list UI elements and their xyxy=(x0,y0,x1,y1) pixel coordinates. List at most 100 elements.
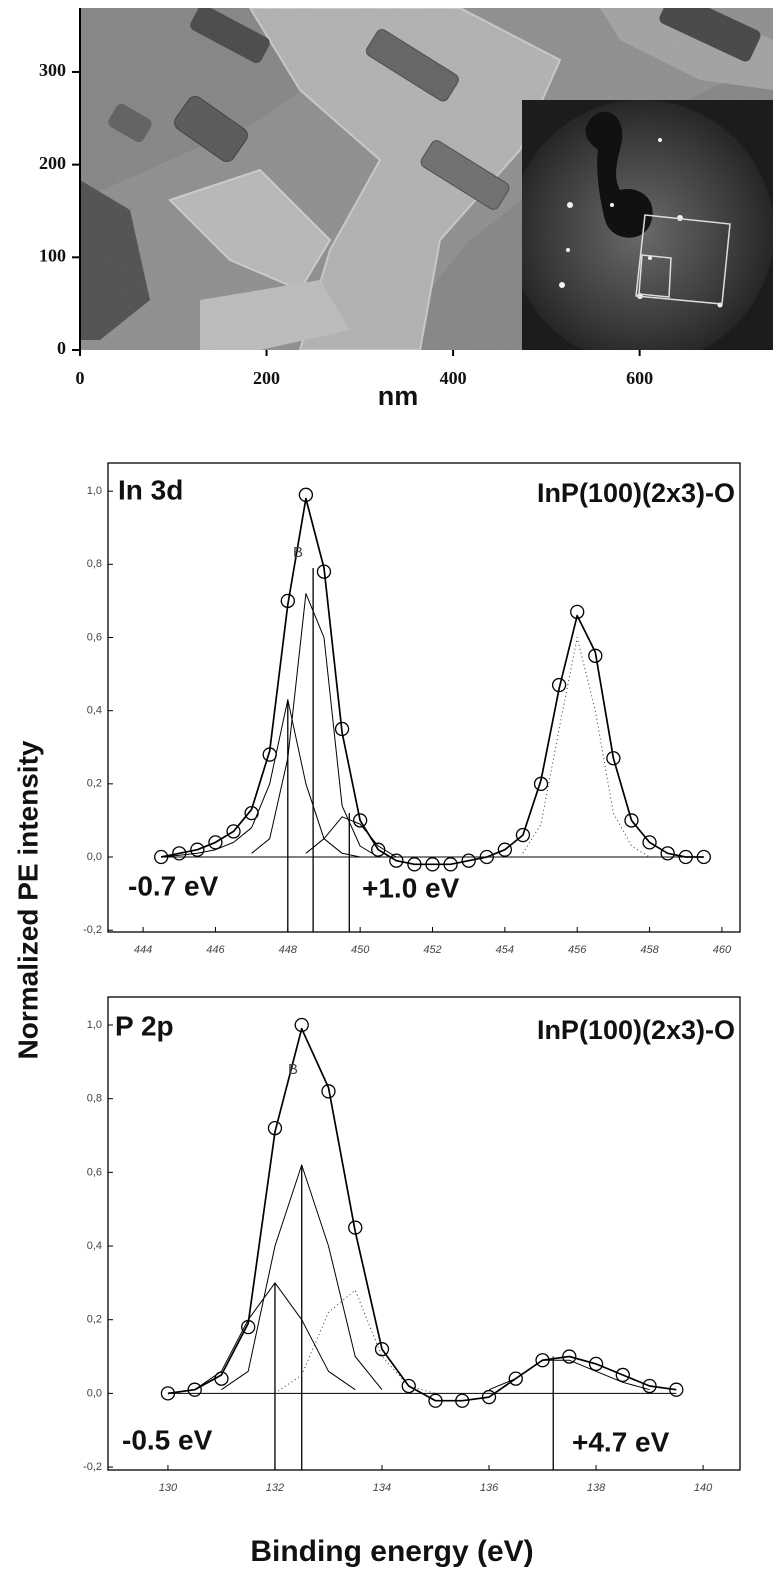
x-axis-label: nm xyxy=(378,381,419,411)
peak-label: B xyxy=(293,544,303,561)
component-curve xyxy=(251,593,379,858)
y-tick-label: 0,6 xyxy=(87,631,102,643)
y-tick-label: 300 xyxy=(39,60,66,80)
data-point xyxy=(497,842,513,857)
data-point xyxy=(407,857,422,872)
panel-label: In 3d xyxy=(118,474,183,505)
data-point xyxy=(515,827,531,843)
x-tick-label: 0 xyxy=(76,368,85,388)
shift-label: -0.7 eV xyxy=(128,870,219,901)
component-curve xyxy=(221,1164,383,1391)
x-tick-label: 400 xyxy=(440,368,467,388)
data-point xyxy=(642,835,657,850)
shift-label: +4.7 eV xyxy=(572,1426,670,1457)
y-tick-label: 0,2 xyxy=(87,778,102,790)
data-point xyxy=(570,604,585,620)
stm-image xyxy=(80,8,773,350)
data-point xyxy=(280,593,295,609)
component-curve xyxy=(194,1282,356,1391)
leed-inset xyxy=(522,100,773,350)
x-tick-label: 450 xyxy=(351,944,370,956)
sample-label: InP(100)(2x3)-O xyxy=(537,1015,735,1045)
data-point xyxy=(298,487,314,502)
y-tick-label: 0 xyxy=(57,338,66,358)
plot-frame xyxy=(107,462,741,933)
y-tick-label: 1,0 xyxy=(87,1019,102,1031)
y-tick-label: 0,8 xyxy=(87,1093,102,1105)
x-tick-label: 446 xyxy=(206,944,225,956)
data-point xyxy=(588,648,603,663)
sample-label: InP(100)(2x3)-O xyxy=(537,478,735,508)
data-point xyxy=(696,849,711,865)
data-point xyxy=(208,835,223,850)
data-point xyxy=(443,857,458,872)
x-tick-label: 454 xyxy=(496,944,514,956)
data-point xyxy=(348,1220,363,1235)
x-tick-label: 600 xyxy=(626,368,653,388)
x-tick-label: 134 xyxy=(373,1482,391,1494)
data-point xyxy=(508,1371,523,1386)
data-point xyxy=(316,564,332,579)
data-point xyxy=(642,1378,657,1394)
data-point xyxy=(321,1084,336,1099)
y-tick-label: 100 xyxy=(39,245,66,265)
data-point xyxy=(352,813,368,828)
x-tick-label: 136 xyxy=(480,1482,499,1494)
data-point xyxy=(244,805,259,821)
x-tick-label: 448 xyxy=(279,944,298,956)
data-point xyxy=(241,1319,256,1335)
y-tick-label: 0,4 xyxy=(87,1240,102,1252)
x-tick-label: 460 xyxy=(713,944,732,956)
data-point xyxy=(226,824,241,839)
data-point xyxy=(214,1371,229,1386)
data-point xyxy=(154,849,169,865)
data-point xyxy=(562,1349,577,1364)
data-point xyxy=(374,1342,390,1357)
data-point xyxy=(551,677,567,693)
data-point xyxy=(479,849,494,865)
data-point xyxy=(425,857,440,872)
data-point xyxy=(461,853,476,868)
data-point xyxy=(533,776,549,791)
data-point xyxy=(187,1382,202,1397)
data-point xyxy=(294,1017,309,1033)
x-tick-label: 138 xyxy=(587,1482,606,1494)
x-tick-label: 200 xyxy=(253,368,280,388)
data-point xyxy=(678,849,693,865)
data-point xyxy=(535,1353,550,1368)
x-tick-label: 458 xyxy=(640,944,659,956)
data-point xyxy=(190,842,205,857)
data-point xyxy=(624,813,639,828)
data-point xyxy=(428,1393,443,1408)
component-curve xyxy=(488,1359,650,1391)
x-tick-label: 444 xyxy=(134,944,152,956)
panel-label: P 2p xyxy=(115,1010,174,1041)
component-curve xyxy=(161,699,361,858)
data-point xyxy=(262,747,277,762)
x-tick-label: 456 xyxy=(568,944,587,956)
y-tick-label: 0,4 xyxy=(87,705,102,717)
y-tick-label: -0,2 xyxy=(83,924,102,936)
data-point xyxy=(267,1120,283,1136)
y-axis-label: Normalized PE intensity xyxy=(12,740,43,1059)
data-point xyxy=(172,846,187,861)
fit-curve xyxy=(167,1027,677,1402)
y-tick-label: 0,0 xyxy=(87,851,102,863)
x-tick-label: 132 xyxy=(266,1482,284,1494)
x-tick-label: 452 xyxy=(423,944,441,956)
component-curve xyxy=(522,637,650,858)
data-point xyxy=(606,751,621,766)
peak-label: B xyxy=(288,1061,298,1078)
data-point xyxy=(481,1389,497,1405)
data-point xyxy=(669,1382,684,1397)
y-tick-label: 0,8 xyxy=(87,558,102,570)
x-tick-label: 130 xyxy=(159,1482,178,1494)
plot-frame xyxy=(107,996,741,1471)
data-point xyxy=(371,842,386,857)
shift-label: -0.5 eV xyxy=(122,1424,213,1455)
x-tick-label: 140 xyxy=(694,1482,713,1494)
y-tick-label: 0,2 xyxy=(87,1314,102,1326)
data-point xyxy=(455,1393,470,1408)
x-axis-label: Binding energy (eV) xyxy=(250,1535,533,1568)
